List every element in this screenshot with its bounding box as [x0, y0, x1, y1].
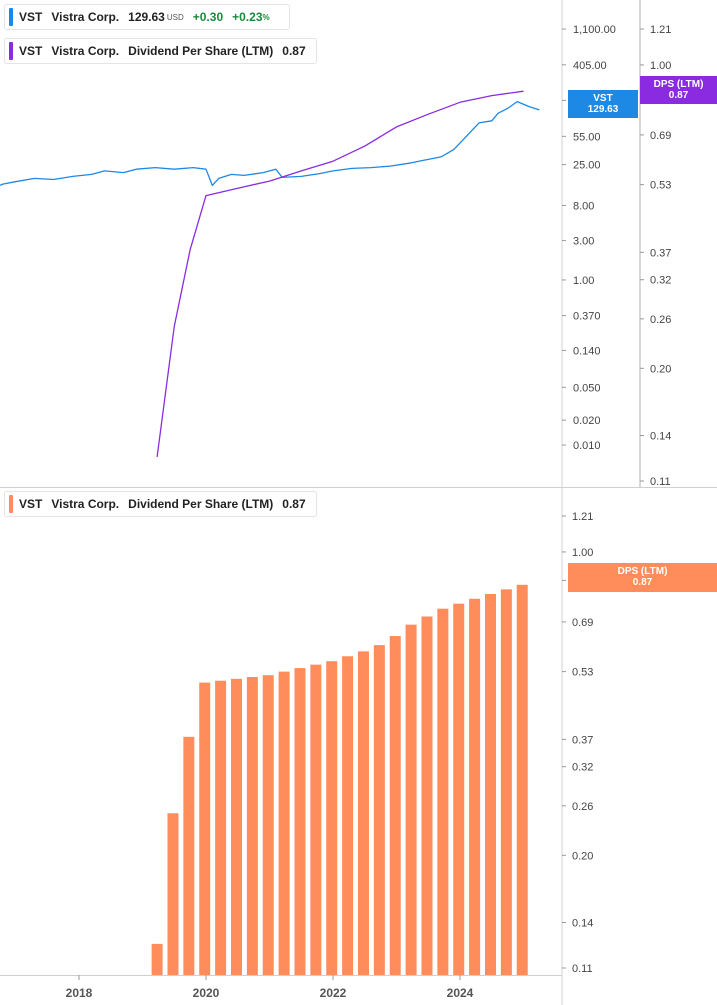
dps-tick-label: 0.53	[650, 180, 671, 192]
dps-top-badge-label: DPS (LTM)	[653, 79, 704, 90]
legend-company: Vistra Corp.	[51, 497, 120, 511]
price-legend[interactable]: VST Vistra Corp. 129.63 USD +0.30 +0.23%	[4, 4, 290, 30]
dps-bar	[294, 668, 306, 975]
legend-company: Vistra Corp.	[51, 10, 120, 24]
legend-metric: Dividend Per Share (LTM)	[128, 497, 274, 511]
dps-tick-label: 0.14	[650, 431, 671, 443]
dps-bar	[262, 675, 274, 975]
dps-tick-label: 0.26	[650, 314, 671, 326]
dps-bar	[453, 603, 465, 975]
dps-bar	[437, 608, 449, 975]
dps-tick-label: 0.32	[650, 275, 671, 287]
price-badge-label: VST	[593, 93, 613, 104]
dps-bars	[151, 584, 528, 975]
legend-ticker: VST	[19, 497, 43, 511]
bottom-tick-label: 0.20	[572, 850, 593, 862]
x-tick-label: 2022	[320, 986, 347, 1000]
legend-currency: USD	[166, 12, 184, 22]
dps-top-badge-value: 0.87	[668, 90, 689, 101]
dps-bar	[342, 656, 354, 975]
dps-bar	[199, 682, 211, 975]
price-tick-label: 1,100.00	[573, 24, 616, 36]
dps-tick-label: 0.37	[650, 247, 671, 259]
dps-bottom-badge-label: DPS (LTM)	[617, 566, 668, 577]
dps-bar	[278, 671, 290, 975]
dps-bottom-badge-value: 0.87	[632, 577, 653, 588]
price-badge: VST 129.63	[568, 90, 638, 118]
price-series-swatch	[9, 8, 13, 26]
bottom-tick-label: 0.26	[572, 801, 593, 813]
legend-change: +0.30	[192, 10, 224, 24]
dps-tick-label: 0.69	[650, 130, 671, 142]
dps-bar	[484, 593, 496, 975]
legend-value: 0.87	[282, 497, 306, 511]
price-tick-label: 55.00	[573, 131, 601, 143]
price-tick-label: 405.00	[573, 60, 607, 72]
legend-metric: Dividend Per Share (LTM)	[128, 44, 274, 58]
bottom-tick-label: 0.32	[572, 762, 593, 774]
legend-company: Vistra Corp.	[51, 44, 120, 58]
dps-tick-label: 0.20	[650, 363, 671, 375]
dps-line	[156, 90, 524, 457]
dps-bar	[421, 616, 433, 975]
x-tick-label: 2018	[66, 986, 93, 1000]
dps-bottom-series-swatch	[9, 495, 13, 513]
dps-top-series-swatch	[9, 42, 13, 60]
price-tick-label: 0.010	[573, 440, 601, 452]
dps-bar	[246, 677, 258, 975]
price-tick-label: 0.140	[573, 345, 601, 357]
dps-bottom-badge: DPS (LTM) 0.87	[568, 563, 717, 592]
dps-tick-label: 1.21	[650, 24, 671, 36]
bottom-tick-label: 1.21	[572, 511, 593, 523]
dps-bar	[373, 645, 385, 975]
bottom-tick-label: 0.69	[572, 617, 593, 629]
price-tick-label: 25.00	[573, 160, 601, 172]
bottom-tick-label: 1.00	[572, 547, 593, 559]
dps-top-legend[interactable]: VST Vistra Corp. Dividend Per Share (LTM…	[4, 38, 317, 64]
dps-bar	[357, 651, 369, 975]
legend-price: 129.63	[128, 10, 165, 24]
price-tick-label: 0.050	[573, 382, 601, 394]
price-line	[0, 100, 540, 187]
dps-bar	[151, 943, 163, 975]
bottom-tick-label: 0.11	[572, 963, 593, 975]
dps-bar	[469, 598, 481, 975]
legend-ticker: VST	[19, 44, 43, 58]
dps-bar	[516, 584, 528, 975]
dps-bar	[167, 813, 179, 975]
bottom-tick-label: 0.37	[572, 734, 593, 746]
dps-bar	[500, 589, 512, 975]
price-tick-label: 1.00	[573, 275, 594, 287]
legend-change-pct: +0.23	[232, 10, 263, 24]
price-tick-label: 0.370	[573, 311, 601, 323]
legend-ticker: VST	[19, 10, 43, 24]
dps-bar	[310, 664, 322, 975]
legend-value: 0.87	[282, 44, 306, 58]
dps-top-badge: DPS (LTM) 0.87	[640, 76, 717, 104]
bottom-tick-label: 0.53	[572, 667, 593, 679]
dps-bar	[230, 678, 242, 975]
dps-bar	[389, 636, 401, 975]
price-badge-value: 129.63	[587, 104, 619, 115]
dps-tick-label: 1.00	[650, 60, 671, 72]
dps-bar	[405, 624, 417, 975]
bottom-tick-label: 0.14	[572, 918, 593, 930]
chart-lines	[0, 90, 540, 457]
price-tick-label: 3.00	[573, 236, 594, 248]
x-tick-label: 2020	[193, 986, 220, 1000]
dps-bar	[215, 680, 227, 975]
x-tick-label: 2024	[447, 986, 474, 1000]
dps-bar	[183, 736, 195, 975]
price-tick-label: 0.020	[573, 415, 601, 427]
legend-pct-sign: %	[262, 12, 270, 22]
dps-tick-label: 0.11	[650, 476, 671, 488]
dps-bar	[326, 661, 338, 975]
dps-bottom-legend[interactable]: VST Vistra Corp. Dividend Per Share (LTM…	[4, 491, 317, 517]
price-tick-label: 8.00	[573, 200, 594, 212]
